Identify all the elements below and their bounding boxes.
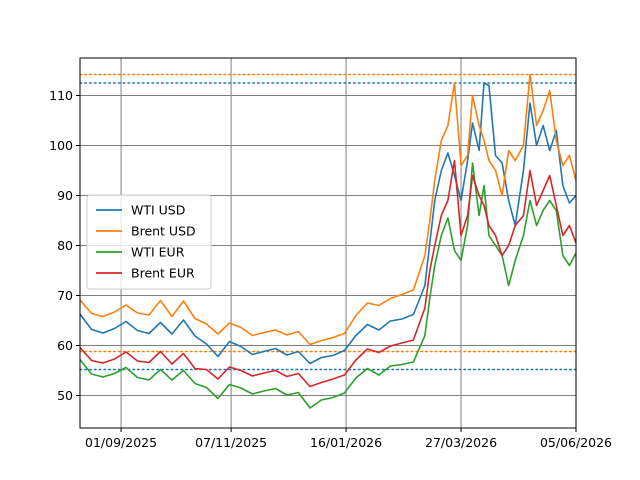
series-line-brent-usd [79, 73, 577, 346]
legend-label: WTI EUR [131, 245, 185, 260]
x-tick-label: 01/09/2025 [85, 435, 157, 450]
x-tick-label: 07/11/2025 [195, 435, 267, 450]
y-tick-label: 90 [57, 188, 73, 203]
x-tick-label: 27/03/2026 [425, 435, 497, 450]
y-tick-label: 110 [49, 88, 73, 103]
y-tick-label: 100 [49, 138, 73, 153]
y-tick-label: 70 [57, 288, 73, 303]
legend-box [86, 194, 212, 290]
x-axis-ticks: 01/09/2025 07/11/2025 16/01/2026 27/03/2026… [85, 428, 612, 450]
legend-label: WTI USD [131, 203, 185, 218]
x-tick-label: 16/01/2026 [310, 435, 382, 450]
grid-lines [80, 58, 577, 428]
y-tick-label: 80 [57, 238, 73, 253]
y-tick-label: 50 [57, 388, 73, 403]
series-line-brent-eur [79, 159, 577, 388]
legend-label: Brent USD [131, 224, 196, 239]
series-lines [79, 73, 577, 409]
legend-label: Brent EUR [131, 266, 195, 281]
plot-frame [79, 57, 577, 429]
y-tick-label: 60 [57, 338, 73, 353]
series-line-wti-eur [79, 162, 577, 409]
legend: WTI USD Brent USD WTI EUR Brent EUR [86, 194, 212, 290]
x-tick-label: 05/06/2026 [540, 435, 612, 450]
y-axis-ticks: 50 60 70 80 90 100 110 [49, 88, 80, 403]
reference-lines [79, 73, 577, 371]
